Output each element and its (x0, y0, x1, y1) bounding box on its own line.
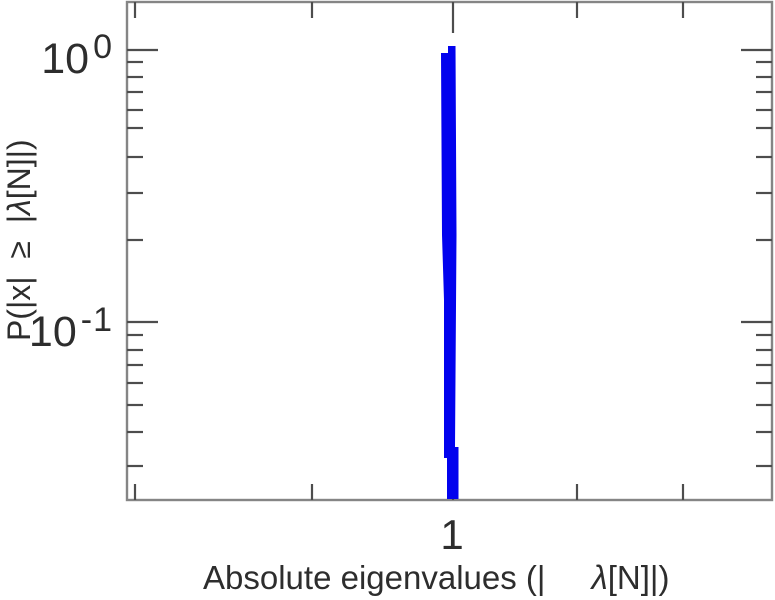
plot-frame (125, 0, 774, 502)
y-axis-title-suffix: [N]|) (1, 139, 38, 200)
x-axis-title: Absolute eigenvalues (| λ[N]|) (203, 559, 670, 596)
tick-marks (127, 2, 772, 500)
y-tick-1-base: 10 (41, 35, 90, 83)
y-tick-label-1: 10 0 (0, 30, 113, 81)
x-axis-title-prefix: Absolute eigenvalues (| (203, 559, 546, 596)
y-tick-0p1-exponent: -1 (80, 301, 113, 339)
y-axis-title: P(|x| ≥ |λ[N]|) (0, 139, 73, 376)
y-tick-1-exponent: 0 (93, 28, 113, 66)
y-tick-0p1-base: 10 (28, 308, 77, 356)
x-axis-title-suffix: [N]|) (607, 559, 670, 596)
x-tick-label-1: 1 (440, 511, 464, 558)
y-axis-title-prefix: P(|x| ≥ | (1, 214, 38, 342)
lambda-symbol: λ (591, 559, 608, 596)
y-tick-label-0p1: 10 -1 (0, 303, 113, 354)
lambda-symbol: λ (1, 199, 38, 215)
ccdf-step-curve (441, 46, 459, 499)
